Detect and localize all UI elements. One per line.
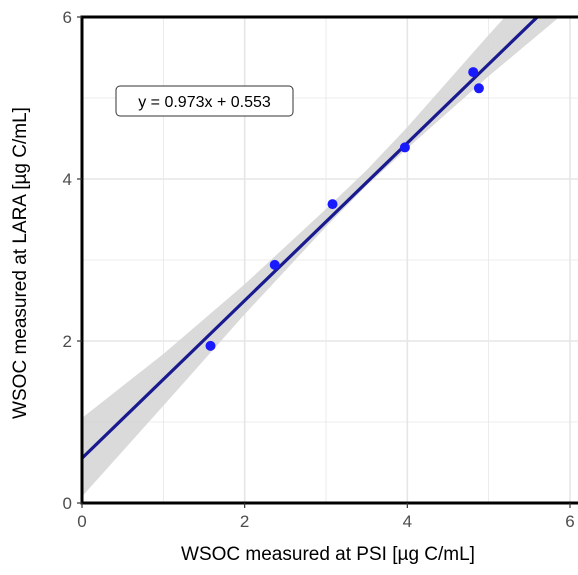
- x-tick-label: 6: [565, 512, 574, 531]
- data-point: [468, 67, 478, 77]
- x-tick-label: 0: [77, 512, 86, 531]
- data-point: [474, 83, 484, 93]
- y-axis-title: WSOC measured at LARA [µg C/mL]: [10, 107, 31, 419]
- equation-text: y = 0.973x + 0.553: [138, 94, 271, 111]
- y-tick-label: 6: [63, 8, 72, 27]
- x-tick-label: 4: [403, 512, 412, 531]
- y-tick-label: 4: [63, 170, 72, 189]
- data-point: [328, 199, 338, 209]
- y-tick-label: 0: [63, 494, 72, 513]
- data-point: [206, 341, 216, 351]
- equation-label: y = 0.973x + 0.553: [116, 86, 293, 116]
- data-point: [270, 260, 280, 270]
- y-tick-label: 2: [63, 332, 72, 351]
- data-point: [400, 142, 410, 152]
- x-tick-label: 2: [240, 512, 249, 531]
- x-axis-title: WSOC measured at PSI [µg C/mL]: [181, 544, 475, 565]
